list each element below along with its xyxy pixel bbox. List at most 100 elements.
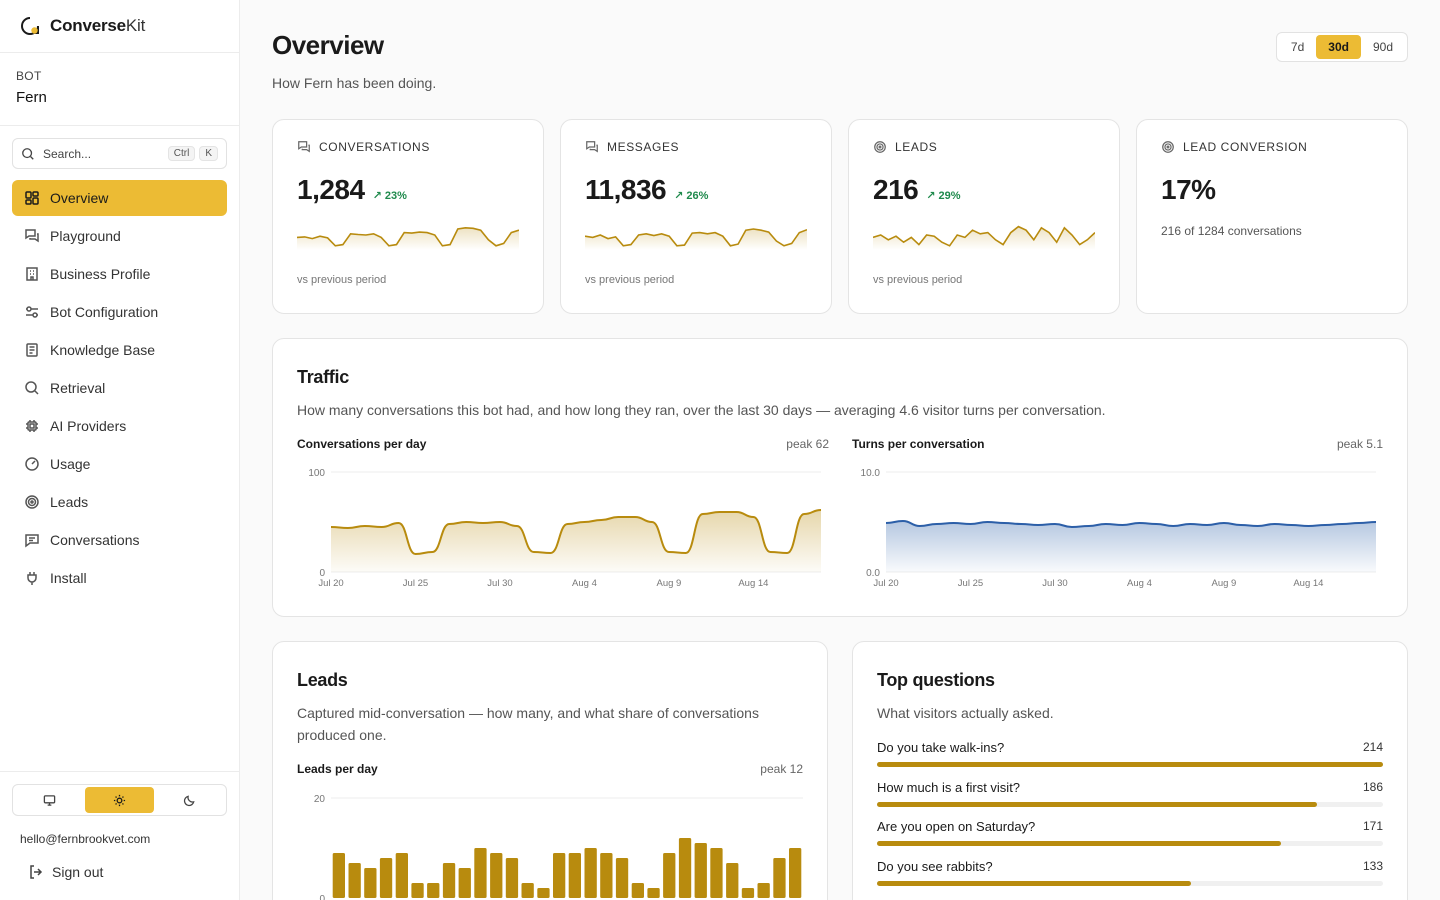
stat-delta: ↗ 26% — [674, 190, 709, 202]
question-text: Do you see rabbits? — [877, 859, 993, 874]
bar — [379, 858, 393, 898]
trend-up-icon: ↗ — [674, 190, 687, 202]
bar — [663, 853, 676, 898]
range-30d-button[interactable]: 30d — [1316, 35, 1361, 59]
sparkline — [297, 226, 519, 250]
theme-light-button[interactable] — [84, 787, 155, 813]
section-description: Captured mid-conversation — how many, an… — [297, 705, 759, 743]
question-text: How much is a first visit? — [877, 780, 1021, 795]
stat-value: 11,836 ↗ 26% — [585, 174, 709, 205]
theme-dark-button[interactable] — [154, 787, 224, 813]
question-bar-fill — [877, 802, 1317, 807]
sun-icon — [113, 794, 126, 806]
bar — [553, 853, 566, 898]
bar — [615, 858, 629, 898]
grid-icon — [25, 191, 39, 205]
stat-value: 216 ↗ 29% — [873, 174, 961, 205]
search-box[interactable]: Ctrl K — [12, 138, 227, 169]
bar — [332, 853, 345, 898]
chat-bubbles-icon — [25, 229, 39, 243]
bar — [773, 858, 786, 898]
range-90d-button[interactable]: 90d — [1372, 40, 1393, 54]
target-icon — [1162, 141, 1174, 153]
x-tick-label: Jul 25 — [958, 578, 983, 589]
sidebar-item-overview[interactable]: Overview — [12, 180, 227, 216]
question-row[interactable]: Are you open on Saturday? 171 — [877, 819, 1383, 846]
sidebar-item-label: Usage — [50, 456, 91, 472]
x-tick-label: Aug 9 — [1212, 578, 1237, 589]
top-questions-card: Top questions What visitors actually ask… — [852, 641, 1408, 900]
target-icon — [874, 141, 886, 153]
sidebar-item-install[interactable]: Install — [12, 560, 227, 596]
y-tick-label: 0 — [319, 894, 325, 900]
bar — [364, 868, 377, 898]
bar — [427, 883, 440, 898]
y-tick-label: 0.0 — [866, 568, 880, 579]
page-title: Overview — [272, 30, 384, 60]
sidebar-item-leads[interactable]: Leads — [12, 484, 227, 520]
stat-delta: ↗ 29% — [926, 190, 961, 202]
stat-header: LEADS — [873, 140, 937, 154]
search-input[interactable] — [43, 146, 164, 161]
sidebar-item-bot-configuration[interactable]: Bot Configuration — [12, 294, 227, 330]
x-tick-label: Aug 4 — [572, 578, 597, 589]
range-7d-button[interactable]: 7d — [1290, 40, 1305, 54]
sparkline-area — [585, 229, 807, 250]
sidebar-item-label: Playground — [50, 228, 121, 244]
sidebar-item-business-profile[interactable]: Business Profile — [12, 256, 227, 292]
plug-icon — [27, 572, 37, 585]
document-icon — [26, 343, 38, 357]
question-text: Do you take walk-ins? — [877, 740, 1005, 755]
trend-up-icon: ↗ — [926, 190, 939, 202]
gauge-icon — [25, 457, 39, 471]
bar — [411, 883, 424, 898]
moon-icon — [183, 794, 195, 806]
bar — [647, 888, 660, 898]
theme-system-button[interactable] — [15, 787, 85, 813]
brand[interactable]: ConverseKit — [0, 0, 239, 53]
bar — [678, 838, 692, 898]
sign-out-button[interactable]: Sign out — [28, 864, 239, 880]
question-row[interactable]: Do you see rabbits? 133 — [877, 859, 1383, 886]
target-icon — [25, 495, 39, 509]
sidebar-item-ai-providers[interactable]: AI Providers — [12, 408, 227, 444]
bar — [505, 858, 519, 898]
theme-toggle — [12, 784, 227, 816]
series-line — [885, 519, 1377, 529]
section-title: Leads — [297, 670, 348, 690]
kbd-ctrl: Ctrl — [167, 146, 196, 161]
question-count: 171 — [1362, 819, 1383, 833]
sidebar-item-label: Bot Configuration — [50, 304, 159, 320]
stat-label: CONVERSATIONS — [319, 140, 430, 154]
question-count: 186 — [1362, 780, 1383, 794]
bar — [789, 848, 802, 898]
stat-header: LEAD CONVERSION — [1161, 140, 1307, 154]
stat-value: 17% — [1161, 174, 1216, 205]
sidebar-item-knowledge-base[interactable]: Knowledge Base — [12, 332, 227, 368]
message-icon — [25, 534, 39, 548]
user-email: hello@fernbrookvet.com — [20, 832, 151, 846]
question-row[interactable]: Do you take walk-ins? 214 — [877, 740, 1383, 767]
sidebar-item-usage[interactable]: Usage — [12, 446, 227, 482]
stat-value: 1,284 ↗ 23% — [297, 174, 407, 205]
question-bar-track — [877, 802, 1383, 807]
bar — [631, 883, 644, 898]
sliders-icon — [26, 306, 38, 318]
bot-selector[interactable]: BOT Fern — [0, 53, 239, 126]
series-line — [330, 509, 822, 556]
question-bar-track — [877, 881, 1383, 886]
sidebar-item-playground[interactable]: Playground — [12, 218, 227, 254]
question-row[interactable]: How much is a first visit? 186 — [877, 780, 1383, 807]
question-bar-fill — [877, 762, 1383, 767]
question-bar-track — [877, 841, 1383, 846]
x-tick-label: Jul 30 — [1042, 578, 1067, 589]
bar — [600, 853, 613, 898]
building-icon — [26, 267, 38, 281]
sidebar-item-retrieval[interactable]: Retrieval — [12, 370, 227, 406]
sidebar-item-conversations[interactable]: Conversations — [12, 522, 227, 558]
stat-card-lead-conversion: LEAD CONVERSION 17% 216 of 1284 conversa… — [1136, 119, 1408, 314]
sparkline-area — [297, 227, 519, 250]
sidebar-item-label: Leads — [50, 494, 89, 510]
brand-name: ConverseKit — [50, 16, 146, 35]
